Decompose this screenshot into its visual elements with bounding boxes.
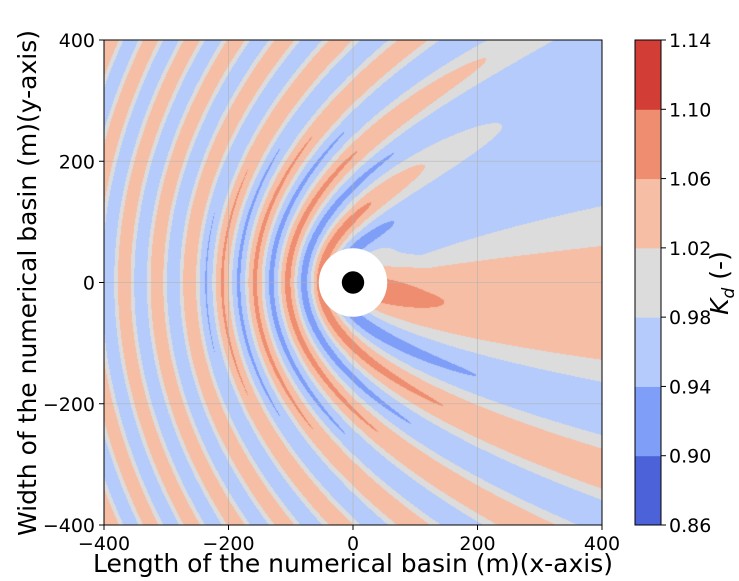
x-tick-label: 200	[459, 533, 495, 555]
plot-area	[104, 40, 602, 525]
colorbar-ticks: 0.86 0.90 0.94 0.98 1.02 1.06 1.10 1.14	[661, 30, 711, 537]
colorbar-segment	[635, 109, 661, 180]
colorbar-segment	[635, 40, 661, 110]
colorbar-segment	[635, 178, 661, 249]
colorbar-segment	[635, 386, 661, 457]
colorbar-segment	[635, 455, 661, 526]
colorbar-tick-label: 1.06	[669, 169, 711, 191]
colorbar	[634, 39, 662, 526]
y-tick-label: 0	[83, 273, 95, 295]
y-tick-label: 400	[59, 30, 95, 52]
x-tick-label: 400	[584, 533, 620, 555]
colorbar-tick-label: 1.10	[669, 99, 711, 121]
y-axis-title: Width of the numerical basin (m)(y-axis)	[13, 30, 42, 536]
x-tick-label: −200	[202, 533, 254, 555]
y-tick-label: −400	[43, 515, 95, 537]
x-tick-label: 0	[347, 533, 359, 555]
colorbar-tick-label: 1.02	[669, 238, 711, 260]
y-tick-label: 200	[59, 151, 95, 173]
cylinder-body	[341, 271, 365, 294]
colorbar-title: Kd (-)	[705, 251, 739, 315]
colorbar-tick-label: 1.14	[669, 30, 711, 52]
y-axis-ticks: −400 −200 0 200 400	[43, 30, 104, 537]
colorbar-segment	[635, 317, 661, 387]
x-tick-label: −400	[78, 533, 130, 555]
colorbar-tick-label: 0.94	[669, 376, 711, 398]
y-tick-label: −200	[43, 394, 95, 416]
x-axis-ticks: −400 −200 0 200 400	[78, 525, 620, 555]
colorbar-tick-label: 0.86	[669, 515, 711, 537]
colorbar-tick-label: 0.90	[669, 446, 711, 468]
colorbar-tick-label: 0.98	[669, 307, 711, 329]
colorbar-segment	[635, 247, 661, 318]
colorbar-frame	[634, 39, 662, 526]
x-axis-title: Length of the numerical basin (m)(x-axis…	[93, 549, 613, 578]
